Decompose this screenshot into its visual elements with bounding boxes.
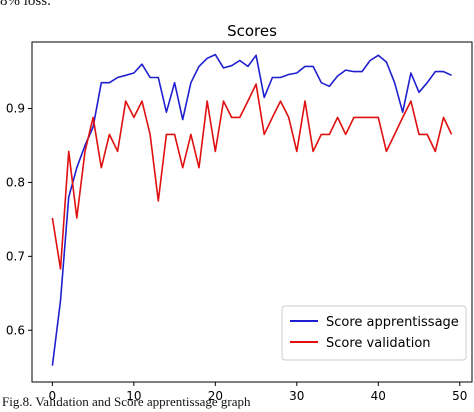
figure-caption: Fig.8. Validation and Score apprentissag… (2, 394, 251, 409)
document-top-text: 8% loss. (0, 0, 51, 9)
x-tick-label: 10 (126, 389, 141, 403)
legend: Score apprentissage Score validation (281, 305, 467, 361)
x-tick-label: 20 (208, 389, 223, 403)
x-tick-label: 30 (289, 389, 304, 403)
y-tick-label: 0.8 (6, 175, 25, 189)
legend-label-validation: Score validation (326, 336, 431, 351)
y-tick-label: 0.9 (6, 102, 25, 116)
plot-area-frame (31, 41, 473, 383)
series-line-train (51, 53, 452, 366)
y-tick-label: 0.7 (6, 249, 25, 263)
legend-box (281, 305, 467, 361)
y-tick-label: 0.6 (6, 323, 25, 337)
series-lines (51, 53, 453, 366)
x-tick-label: 40 (371, 389, 386, 403)
series-line-validation (51, 83, 453, 270)
x-tick-label: 0 (49, 389, 57, 403)
legend-label-train: Score apprentissage (326, 315, 459, 330)
axes-ticks: 0 10 20 30 40 50 0.6 0.7 0.8 0.9 (6, 102, 468, 403)
chart-title: Scores (227, 22, 277, 40)
x-tick-label: 50 (452, 389, 467, 403)
